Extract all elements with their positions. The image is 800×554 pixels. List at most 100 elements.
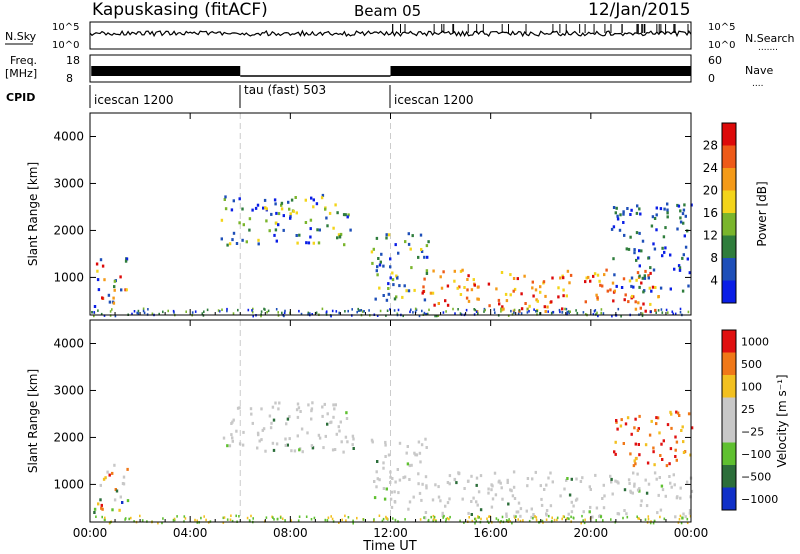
- ground-scatter-cell: [536, 309, 538, 313]
- freq-bars: [91, 66, 691, 77]
- ground-scatter-cell: [584, 518, 586, 522]
- data-cell: [459, 293, 463, 296]
- ground-scatter-cell: [327, 516, 330, 519]
- y-tick-label: 3000: [53, 383, 84, 397]
- data-cell: [384, 440, 387, 444]
- ground-scatter-cell: [281, 517, 284, 520]
- data-cell: [470, 500, 473, 503]
- data-cell: [470, 288, 474, 292]
- data-cell: [408, 500, 412, 504]
- data-cell: [93, 511, 96, 514]
- colorbar-segment: [722, 258, 736, 281]
- ground-scatter-cell: [663, 517, 666, 521]
- data-cell: [394, 480, 397, 484]
- data-cell: [375, 269, 378, 273]
- ground-scatter-cell: [535, 516, 538, 519]
- data-cell: [375, 236, 379, 240]
- data-cell: [444, 299, 447, 303]
- data-cell: [351, 443, 354, 447]
- ground-scatter-cell: [550, 311, 553, 315]
- data-cell: [391, 271, 394, 275]
- data-cell: [232, 231, 236, 235]
- ground-scatter-cell: [382, 517, 385, 521]
- ground-scatter-cell: [647, 518, 650, 521]
- data-cell: [647, 482, 651, 486]
- ground-scatter-cell: [686, 517, 689, 521]
- data-cell: [515, 510, 518, 514]
- ground-scatter-cell: [514, 516, 516, 519]
- data-cell: [531, 477, 534, 481]
- ground-scatter-cell: [91, 311, 93, 314]
- data-cell: [475, 500, 478, 504]
- data-cell: [513, 287, 517, 291]
- ground-scatter-cell: [386, 517, 389, 520]
- ground-scatter-cell: [139, 514, 141, 518]
- data-cell: [332, 403, 335, 407]
- data-cell: [676, 227, 679, 231]
- ground-scatter-cell: [297, 519, 300, 522]
- ground-scatter-cell: [321, 307, 324, 311]
- data-cell: [675, 410, 678, 414]
- ground-scatter-cell: [151, 312, 154, 315]
- ground-scatter-cell: [419, 518, 422, 521]
- ground-scatter-cell: [330, 314, 332, 318]
- data-cell: [549, 471, 552, 475]
- data-cell: [409, 247, 412, 251]
- data-cell: [424, 437, 427, 441]
- data-cell: [659, 508, 663, 512]
- ground-scatter-cell: [568, 517, 570, 521]
- data-cell: [634, 457, 638, 461]
- data-cell: [410, 463, 413, 467]
- nsearch-label: N.Search: [745, 32, 795, 45]
- ground-scatter-cell: [325, 310, 328, 313]
- data-cell: [334, 203, 337, 207]
- ground-scatter-cell: [427, 518, 430, 522]
- data-cell: [437, 495, 441, 499]
- x-axis-label: Time UT: [362, 539, 416, 554]
- data-cell: [248, 228, 251, 232]
- colorbar-segment: [722, 213, 736, 236]
- data-cell: [446, 501, 450, 505]
- data-cell: [345, 417, 349, 420]
- data-cell: [315, 202, 319, 206]
- data-cell: [304, 198, 307, 202]
- ground-scatter-cell: [226, 307, 228, 311]
- power-heatmap: [91, 113, 693, 318]
- data-cell: [612, 299, 615, 303]
- data-cell: [643, 274, 646, 278]
- data-cell: [649, 266, 652, 270]
- data-cell: [630, 294, 634, 298]
- data-cell: [531, 280, 534, 284]
- data-cell: [539, 484, 542, 488]
- x-tick-label: 00:00: [73, 526, 108, 540]
- data-cell: [595, 506, 599, 510]
- data-cell: [565, 294, 568, 298]
- data-cell: [265, 207, 268, 211]
- data-cell: [439, 275, 442, 279]
- data-cell: [603, 494, 606, 498]
- colorbar-segment: [722, 123, 736, 146]
- data-cell: [633, 459, 636, 463]
- data-cell: [679, 496, 682, 500]
- ground-scatter-cell: [252, 517, 254, 520]
- x-tick-label: 12:00: [373, 526, 408, 540]
- data-cell: [317, 241, 321, 245]
- ground-scatter-cell: [391, 517, 394, 520]
- data-cell: [238, 197, 241, 201]
- data-cell: [663, 207, 666, 211]
- data-cell: [594, 473, 597, 477]
- data-cell: [605, 268, 608, 272]
- data-cell: [404, 240, 407, 244]
- data-cell: [446, 481, 450, 484]
- data-cell: [337, 425, 340, 429]
- colorbar-segment: [722, 397, 736, 421]
- data-cell: [352, 447, 355, 450]
- data-cell: [344, 435, 348, 439]
- data-cell: [312, 198, 315, 202]
- data-cell: [220, 218, 224, 222]
- ground-scatter-cell: [368, 309, 370, 312]
- data-cell: [125, 288, 128, 292]
- colorbar-tick-label: 1000: [741, 335, 769, 348]
- data-cell: [648, 433, 652, 437]
- data-cell: [630, 284, 633, 288]
